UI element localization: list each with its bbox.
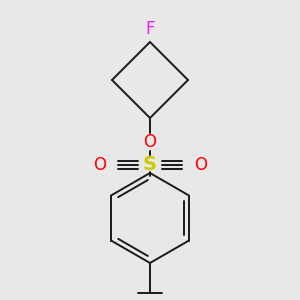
Text: O: O: [194, 156, 207, 174]
Text: F: F: [145, 20, 155, 38]
Text: O: O: [93, 156, 106, 174]
Text: S: S: [143, 155, 157, 175]
Text: O: O: [143, 133, 157, 151]
